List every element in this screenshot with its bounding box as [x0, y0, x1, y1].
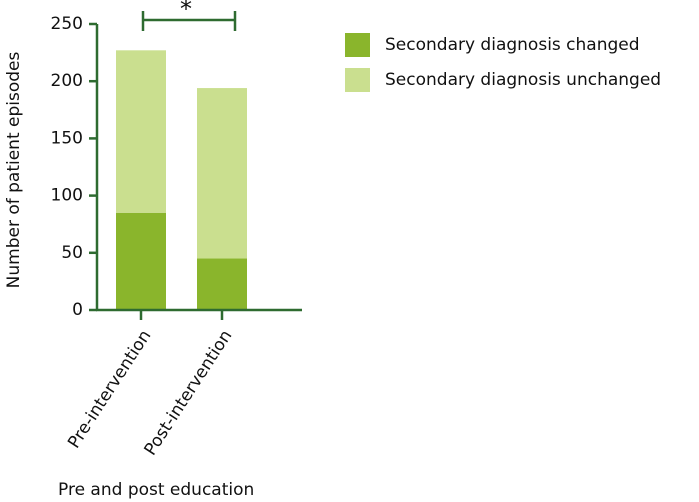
- y-tick-label: 100: [51, 186, 83, 206]
- significance-bracket: [141, 11, 237, 31]
- bar-segment: [197, 258, 247, 310]
- y-tick-label: 250: [51, 14, 83, 34]
- legend-label: Secondary diagnosis unchanged: [385, 70, 661, 90]
- x-tick-label: Post-intervention: [141, 327, 237, 460]
- y-axis-label: Number of patient episodes: [4, 52, 24, 289]
- legend-swatch: [345, 33, 370, 57]
- bar-segment: [116, 50, 166, 213]
- y-tick-label: 50: [61, 243, 83, 263]
- bar-segment: [116, 212, 166, 310]
- significance-annotation: *: [180, 0, 192, 23]
- bar-segment: [197, 88, 247, 259]
- y-tick-label: 200: [51, 71, 83, 91]
- y-tick-label: 0: [72, 300, 83, 320]
- legend-swatch: [345, 68, 370, 92]
- x-tick-label: Pre-intervention: [64, 327, 155, 452]
- y-tick-label: 150: [51, 128, 83, 148]
- legend-label: Secondary diagnosis changed: [385, 35, 640, 55]
- x-axis-label: Pre and post education: [58, 480, 254, 500]
